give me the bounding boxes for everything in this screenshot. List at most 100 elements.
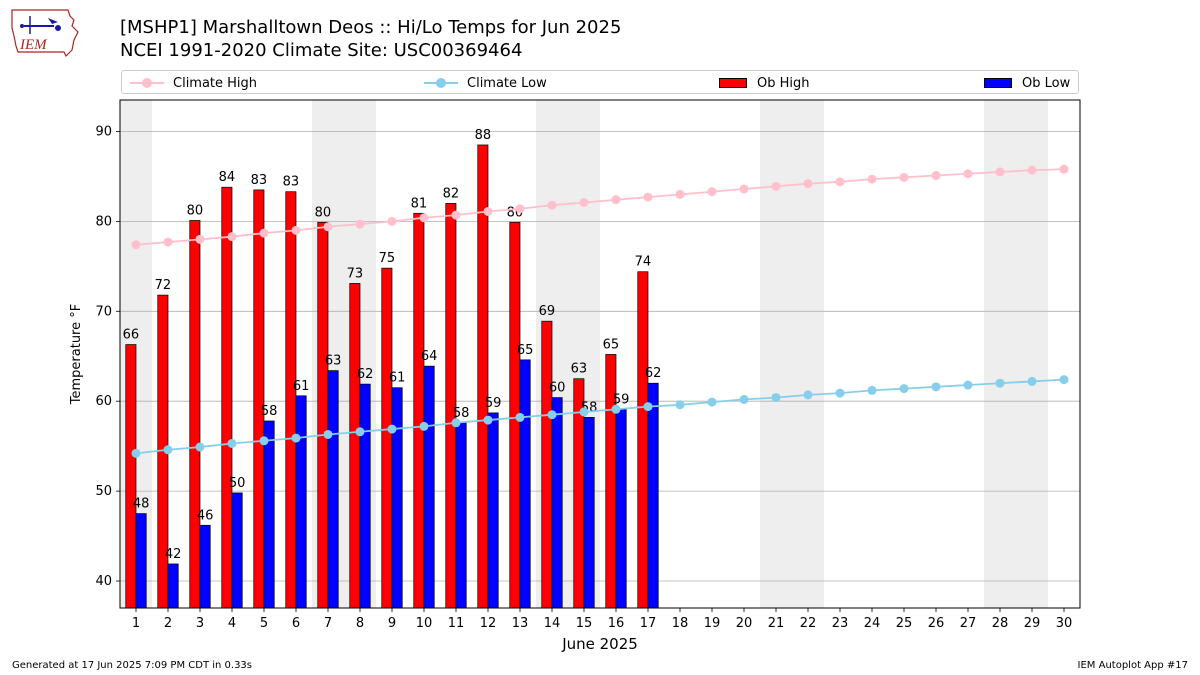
climate-low-point — [1059, 375, 1069, 385]
x-tick-label: 13 — [512, 616, 529, 631]
ob-low-bar — [135, 513, 147, 609]
x-tick-label: 28 — [992, 616, 1009, 631]
ob-low-bar — [167, 563, 179, 609]
climate-low-point — [611, 404, 621, 414]
x-tick-label: 15 — [576, 616, 593, 631]
ob-high-swatch — [719, 78, 747, 88]
climate-high-point — [1027, 165, 1037, 175]
x-tick-label: 22 — [800, 616, 817, 631]
plot-frame — [119, 99, 1081, 609]
climate-low-point — [195, 442, 205, 452]
climate-high-point — [1059, 164, 1069, 174]
ob-high-label: 80 — [187, 203, 204, 218]
climate-high-line — [135, 168, 1065, 246]
ob-low-label: 61 — [389, 371, 406, 386]
weekend-shade — [984, 100, 1048, 608]
climate-low-point — [1027, 376, 1037, 386]
ob-low-bar — [359, 383, 371, 609]
weekend-shade — [760, 100, 824, 608]
ob-low-label: 46 — [197, 508, 214, 523]
y-tick-label: 60 — [95, 394, 112, 409]
legend-climate-high: Climate High — [130, 74, 257, 92]
ob-low-bar — [487, 412, 499, 609]
climate-high-point — [803, 179, 813, 189]
x-tick-label: 10 — [416, 616, 433, 631]
ob-high-bar — [253, 189, 265, 609]
ob-high-label: 83 — [251, 173, 268, 188]
chart-subtitle: NCEI 1991-2020 Climate Site: USC00369464 — [120, 40, 523, 61]
ob-high-bar — [125, 344, 137, 609]
climate-high-point — [835, 177, 845, 187]
chart-title: [MSHP1] Marshalltown Deos :: Hi/Lo Temps… — [120, 17, 622, 38]
ob-high-label: 65 — [603, 337, 620, 352]
climate-low-point — [675, 400, 685, 410]
ob-low-label: 61 — [293, 379, 310, 394]
legend-ob-low: Ob Low — [984, 74, 1070, 92]
climate-high-point — [643, 192, 653, 202]
climate-high-point — [259, 228, 269, 238]
ob-high-bar — [221, 186, 233, 609]
x-tick-label: 30 — [1056, 616, 1073, 631]
ob-low-bar — [423, 365, 435, 609]
climate-low-point — [227, 438, 237, 448]
legend-ob-high: Ob High — [719, 74, 810, 92]
ob-low-label: 58 — [453, 406, 470, 421]
iem-logo: IEM — [11, 9, 79, 58]
climate-high-point — [739, 184, 749, 194]
climate-high-point — [547, 200, 557, 210]
legend: Climate High Climate Low Ob High Ob Low — [121, 70, 1079, 94]
ob-low-label: 62 — [645, 366, 662, 381]
x-tick-label: 6 — [292, 616, 300, 631]
climate-low-swatch — [424, 77, 458, 89]
ob-low-label: 42 — [165, 547, 182, 562]
ob-high-bar — [413, 212, 425, 609]
y-axis-label: Temperature °F — [69, 304, 84, 405]
generated-note: Generated at 17 Jun 2025 7:09 PM CDT in … — [12, 660, 253, 671]
legend-label: Climate Low — [467, 75, 547, 91]
ob-low-bar — [615, 408, 627, 609]
climate-low-point — [547, 410, 557, 420]
legend-label: Ob Low — [1022, 75, 1071, 91]
x-tick-label: 4 — [228, 616, 236, 631]
climate-low-point — [771, 393, 781, 403]
legend-climate-low: Climate Low — [424, 74, 547, 92]
climate-low-point — [707, 397, 717, 407]
climate-high-point — [451, 210, 461, 220]
ob-low-label: 65 — [517, 343, 534, 358]
ob-high-label: 73 — [347, 266, 364, 281]
climate-low-point — [899, 384, 909, 394]
ob-low-bar — [551, 397, 563, 609]
climate-low-point — [643, 402, 653, 412]
ob-low-label: 59 — [485, 396, 502, 411]
ob-low-bar — [199, 524, 211, 609]
climate-low-point — [259, 436, 269, 446]
y-tick-label: 40 — [95, 574, 112, 589]
ob-low-bar — [647, 382, 659, 609]
climate-low-point — [419, 421, 429, 431]
climate-high-point — [707, 187, 717, 197]
logo-text: IEM — [19, 37, 48, 53]
ob-high-bar — [637, 271, 649, 609]
x-tick-label: 17 — [640, 616, 657, 631]
ob-low-label: 64 — [421, 349, 438, 364]
legend-label: Ob High — [757, 75, 810, 91]
climate-high-point — [163, 237, 173, 247]
ob-low-label: 62 — [357, 367, 374, 382]
x-tick-label: 26 — [928, 616, 945, 631]
x-tick-label: 1 — [132, 616, 140, 631]
climate-low-point — [483, 415, 493, 425]
ob-high-label: 63 — [571, 362, 588, 377]
climate-high-point — [291, 225, 301, 235]
climate-low-point — [963, 380, 973, 390]
climate-high-point — [515, 204, 525, 214]
ob-high-label: 82 — [443, 186, 460, 201]
climate-high-point — [483, 206, 493, 216]
legend-label: Climate High — [173, 75, 258, 91]
ob-low-swatch — [984, 78, 1012, 88]
x-tick-label: 24 — [864, 616, 881, 631]
ob-low-label: 60 — [549, 381, 566, 396]
x-tick-label: 18 — [672, 616, 689, 631]
climate-high-point — [419, 213, 429, 223]
ob-high-bar — [349, 283, 361, 609]
